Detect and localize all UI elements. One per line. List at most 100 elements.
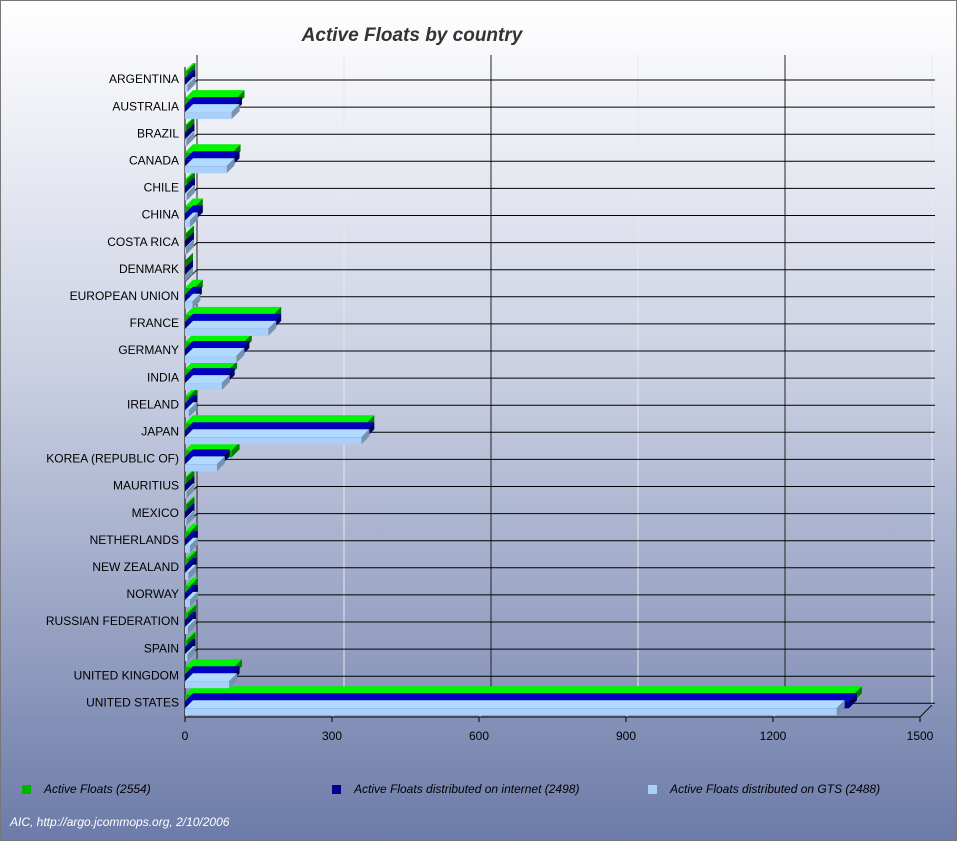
bar-side <box>848 693 857 709</box>
y-tick-label: GERMANY <box>118 343 179 357</box>
bar-top <box>185 63 196 71</box>
bar <box>185 85 188 92</box>
bar-top <box>185 348 245 356</box>
bar <box>185 71 188 78</box>
bar-top <box>185 503 195 512</box>
bar <box>185 477 187 485</box>
bar-top <box>185 395 197 404</box>
bar-side <box>236 348 245 363</box>
bar-top <box>185 185 195 194</box>
bar-top <box>185 456 225 465</box>
bar-top <box>185 632 196 641</box>
bar-top <box>185 313 282 322</box>
legend-swatch <box>332 785 341 794</box>
bar <box>185 531 190 539</box>
bar <box>185 301 193 309</box>
bar-side <box>192 293 201 309</box>
bar-side <box>231 104 240 120</box>
bar-top <box>185 659 242 668</box>
bar-top <box>185 124 195 133</box>
x-tick-label: 600 <box>469 729 489 743</box>
y-tick-label: AUSTRALIA <box>112 99 179 113</box>
bar <box>185 186 187 194</box>
bar-side <box>186 483 195 499</box>
bar <box>185 247 186 255</box>
x-tick-label: 1200 <box>760 729 787 743</box>
bar-top <box>185 158 235 167</box>
bar-side <box>188 402 197 418</box>
bar-top <box>185 476 195 485</box>
bar-side <box>186 510 195 526</box>
bar-side <box>189 591 198 607</box>
bar-top <box>185 225 194 234</box>
y-tick-label: EUROPEAN UNION <box>70 289 179 303</box>
bar <box>185 599 190 607</box>
y-tick-label: CHINA <box>142 208 179 222</box>
bar <box>185 410 189 418</box>
bar-top <box>185 591 198 600</box>
bar-top <box>185 523 198 532</box>
bar-top <box>185 104 240 113</box>
bar-side <box>186 476 195 492</box>
bar-side <box>185 239 194 255</box>
y-tick-label: COSTA RICA <box>107 235 179 249</box>
bar-top <box>185 131 195 140</box>
chart-title: Active Floats by country <box>301 25 524 46</box>
bar-side <box>231 442 240 458</box>
bar-top <box>185 171 195 180</box>
bar-top <box>185 178 195 187</box>
bar <box>185 78 188 85</box>
y-tick-label: NEW ZEALAND <box>92 560 179 574</box>
bar-side <box>187 77 196 92</box>
bar-top <box>185 605 196 613</box>
floor-edge <box>919 704 933 718</box>
bar <box>185 627 188 634</box>
y-tick-label: CANADA <box>129 153 179 167</box>
legend-label: Active Floats distributed on internet (2… <box>353 782 579 796</box>
bar-top <box>185 564 197 573</box>
bar <box>185 383 222 391</box>
bar-top <box>185 612 196 620</box>
bar-side <box>186 117 195 133</box>
bar-side <box>185 252 193 268</box>
footer: AIC, http://argo.jcommops.org, 2/10/2006 <box>9 815 230 829</box>
bar <box>185 538 190 546</box>
bar-top <box>185 205 203 214</box>
bar-top <box>185 686 862 695</box>
y-tick-label: DENMARK <box>119 262 179 276</box>
bar-top <box>185 429 370 438</box>
bar <box>185 654 188 662</box>
bar-side <box>361 429 370 445</box>
bar <box>185 511 187 519</box>
bar-top <box>185 510 195 519</box>
bar-top <box>185 483 195 492</box>
bar-top <box>185 550 197 559</box>
bar-side <box>186 496 195 512</box>
bar-top <box>185 442 240 451</box>
y-tick-label: FRANCE <box>130 316 179 330</box>
y-tick-label: UNITED STATES <box>86 695 179 709</box>
bar-side <box>189 537 198 553</box>
bar <box>185 592 190 600</box>
bar <box>185 112 232 120</box>
legend-swatch <box>22 785 31 794</box>
y-tick-label: BRAZIL <box>137 126 179 140</box>
bar-top <box>185 70 196 78</box>
y-tick-label: ARGENTINA <box>109 72 179 86</box>
bar <box>185 572 189 580</box>
bar-top <box>185 639 196 648</box>
bar-top <box>185 577 198 586</box>
bar-top <box>185 469 195 478</box>
bar-side <box>189 212 198 228</box>
bar-top <box>185 584 198 593</box>
bar-top <box>185 537 198 546</box>
bar <box>185 403 189 411</box>
bar-top <box>185 700 845 709</box>
legend-swatch <box>648 785 657 794</box>
bar-side <box>185 266 193 282</box>
y-tick-label: SPAIN <box>144 641 179 655</box>
bar-top <box>185 530 198 539</box>
bar-top <box>185 286 202 295</box>
bar <box>185 240 186 248</box>
bar <box>185 233 186 241</box>
